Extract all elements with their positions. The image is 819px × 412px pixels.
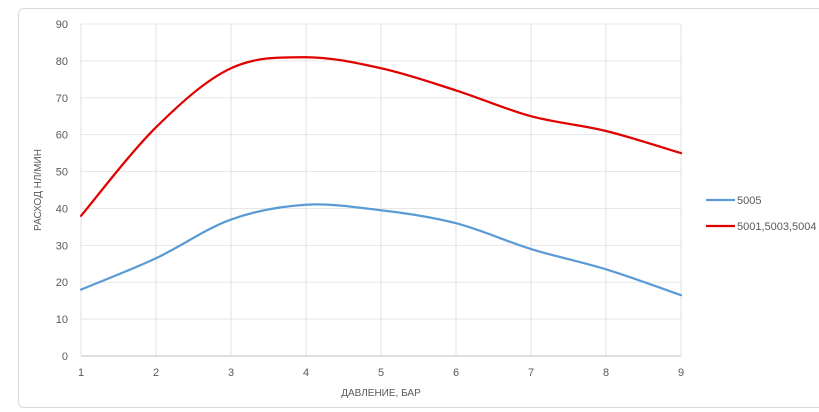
grid-lines (80, 23, 682, 357)
x-tick-label: 5 (378, 367, 384, 379)
y-tick-label: 0 (62, 351, 68, 363)
x-tick-label: 2 (153, 367, 159, 379)
series-line-0 (79, 203, 683, 297)
y-tick-label: 10 (56, 314, 68, 326)
y-tick-label: 80 (56, 56, 68, 68)
x-tick-labels: 1 2 3 4 5 6 7 8 9 (78, 367, 684, 379)
x-tick-label: 8 (603, 367, 609, 379)
x-tick-label: 9 (678, 367, 684, 379)
y-tick-label: 70 (56, 93, 68, 105)
y-axis-title: РАСХОД НЛ/МИН (33, 149, 44, 231)
x-tick-label: 3 (228, 367, 234, 379)
series-line-1 (79, 56, 683, 217)
y-tick-labels: 0 10 20 30 40 50 60 70 80 90 (56, 19, 68, 363)
x-tick-label: 4 (303, 367, 309, 379)
y-tick-label: 60 (56, 130, 68, 142)
legend-label-1: 5001,5003,5004 (737, 221, 817, 233)
y-tick-label: 50 (56, 167, 68, 179)
x-axis-title: ДАВЛЕНИЕ, БАР (341, 388, 421, 399)
x-tick-label: 7 (528, 367, 534, 379)
legend-label-0: 5005 (737, 195, 761, 207)
x-tick-label: 1 (78, 367, 84, 379)
y-tick-label: 40 (56, 203, 68, 215)
y-tick-label: 90 (56, 19, 68, 31)
y-tick-label: 20 (56, 277, 68, 289)
series-lines (79, 56, 683, 297)
y-tick-label: 30 (56, 240, 68, 252)
x-tick-label: 6 (453, 367, 459, 379)
legend: 5005 5001,5003,5004 (706, 195, 817, 233)
